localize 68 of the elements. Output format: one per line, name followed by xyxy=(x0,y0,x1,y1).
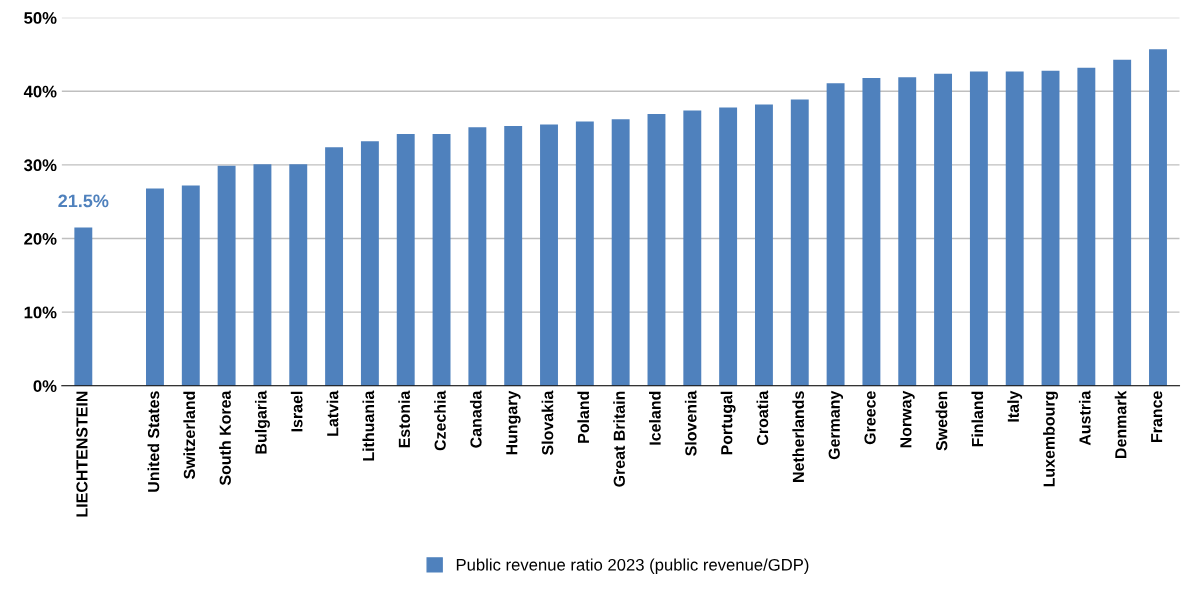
x-tick-label: Netherlands xyxy=(792,391,805,482)
bar xyxy=(575,121,594,386)
x-tick-label: Iceland xyxy=(649,391,661,445)
x-tick-label: Czechia xyxy=(434,390,446,451)
y-tick-label: 10% xyxy=(24,306,57,319)
bar xyxy=(432,134,451,386)
bar xyxy=(934,73,953,386)
y-tick-label: 0% xyxy=(33,380,57,392)
bar xyxy=(360,141,379,386)
bar xyxy=(181,185,200,386)
bar xyxy=(468,127,487,386)
x-tick-label: Hungary xyxy=(506,390,521,455)
bar xyxy=(969,71,988,386)
x-tick-label: Slovakia xyxy=(541,390,554,456)
data-label: 21.5% xyxy=(58,194,109,208)
x-tick-label: Poland xyxy=(577,391,590,443)
x-tick-label: Great Britain xyxy=(613,391,625,487)
bar xyxy=(611,119,630,386)
x-tick-label: United States xyxy=(147,391,160,492)
x-tick-label: Bulgaria xyxy=(254,390,270,454)
x-tick-label: Lithuania xyxy=(362,390,375,461)
bar xyxy=(146,188,164,386)
legend-label: Public revenue ratio 2023 (public revenue/GDP) xyxy=(456,558,809,574)
x-tick-label: Sweden xyxy=(935,391,948,451)
x-tick-label: France xyxy=(1151,391,1163,442)
x-tick-label: Latvia xyxy=(326,390,339,436)
x-tick-label: Italy xyxy=(1007,390,1023,422)
x-tick-label: Greece xyxy=(864,391,876,445)
y-tick-label: 40% xyxy=(23,85,57,98)
bar xyxy=(898,77,917,386)
bar xyxy=(540,124,558,386)
bar xyxy=(826,83,845,386)
x-tick-label: Estonia xyxy=(398,390,411,448)
x-tick-label: LIECHTENSTEIN xyxy=(76,391,88,517)
bar xyxy=(790,99,809,386)
bar xyxy=(325,147,344,386)
y-tick-label: 30% xyxy=(23,159,57,172)
bar xyxy=(504,125,523,386)
bar xyxy=(1149,49,1167,386)
x-tick-label: Finland xyxy=(971,391,984,447)
x-tick-label: Denmark xyxy=(1114,390,1127,458)
x-tick-label: Croatia xyxy=(756,390,769,446)
x-tick-label: Austria xyxy=(1078,390,1091,446)
y-tick-label: 20% xyxy=(24,232,57,245)
x-tick-label: Switzerland xyxy=(183,391,196,479)
bar xyxy=(1077,67,1096,386)
bar xyxy=(1041,70,1060,386)
bar xyxy=(754,104,773,386)
x-tick-label: South Korea xyxy=(219,390,231,486)
bar xyxy=(396,134,415,386)
bar xyxy=(862,78,881,386)
x-tick-label: Luxembourg xyxy=(1043,391,1059,487)
x-tick-label: Israel xyxy=(290,391,303,432)
x-tick-label: Canada xyxy=(469,390,482,448)
bar xyxy=(74,227,93,386)
bar xyxy=(647,114,666,386)
x-tick-label: Portugal xyxy=(720,391,736,455)
bar xyxy=(719,107,738,386)
bar xyxy=(683,110,702,386)
x-tick-label: Norway xyxy=(900,390,915,448)
y-tick-label: 50% xyxy=(24,12,57,24)
x-tick-label: Germany xyxy=(828,390,844,460)
bar xyxy=(253,164,272,386)
bar xyxy=(1113,59,1132,386)
x-tick-label: Slovenia xyxy=(684,390,697,456)
bar xyxy=(1005,71,1024,386)
bar xyxy=(217,165,236,386)
bar xyxy=(289,164,308,386)
